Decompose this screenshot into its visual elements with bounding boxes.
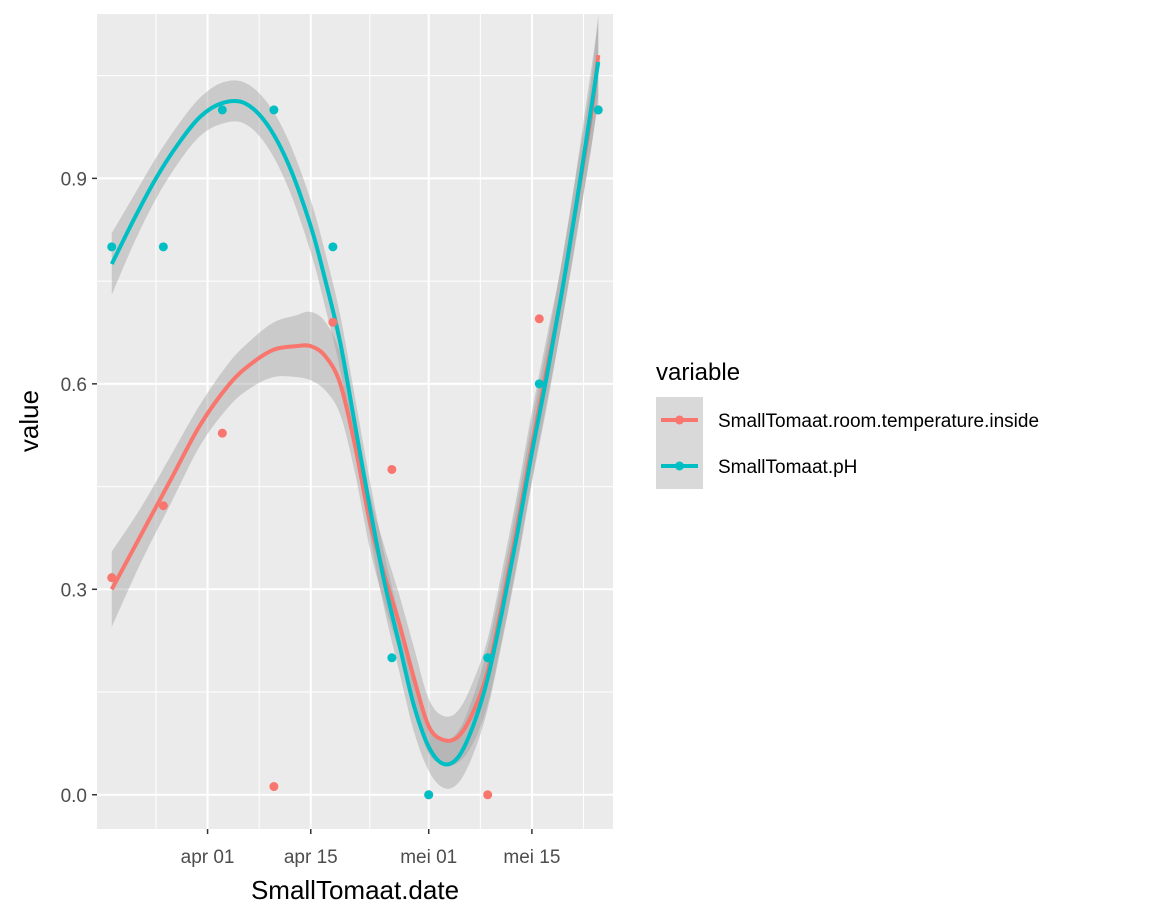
y-tick-label: 0.0 xyxy=(61,786,87,807)
data-point-series-2 xyxy=(387,653,397,663)
y-tick-label: 0.9 xyxy=(61,169,87,190)
data-point-series-2 xyxy=(483,653,493,663)
legend-label: SmallTomaat.room.temperature.inside xyxy=(718,411,1039,432)
x-tick-label: apr 15 xyxy=(284,847,338,868)
data-point-series-1 xyxy=(269,782,279,792)
data-point-series-2 xyxy=(328,242,338,252)
data-point-series-1 xyxy=(107,573,117,583)
data-point-series-1 xyxy=(217,428,227,438)
smooth-line-2 xyxy=(109,61,601,767)
data-point-series-1 xyxy=(483,790,493,800)
data-point-series-2 xyxy=(158,242,168,252)
y-tick-label: 0.6 xyxy=(61,375,87,396)
legend-key-point xyxy=(675,415,684,425)
y-axis-title: value xyxy=(14,390,44,452)
confidence-bands xyxy=(111,14,599,789)
data-point-series-2 xyxy=(269,105,279,115)
x-axis-title: SmallTomaat.date xyxy=(251,875,459,905)
legend-key-point xyxy=(675,461,684,471)
data-point-series-2 xyxy=(217,105,227,115)
data-point-series-1 xyxy=(534,314,544,324)
data-point-series-1 xyxy=(328,317,338,327)
x-tick-label: mei 01 xyxy=(400,847,457,868)
x-tick-label: apr 01 xyxy=(181,847,235,868)
y-tick-label: 0.3 xyxy=(61,580,87,601)
data-point-series-2 xyxy=(593,105,603,115)
data-points xyxy=(107,105,603,800)
legend: variable SmallTomaat.room.temperature.in… xyxy=(656,359,1039,489)
grid-major xyxy=(97,14,613,829)
axes: 0.0 0.3 0.6 0.9 apr 01 apr 15 mei 01 mei 15 xyxy=(61,169,561,868)
x-tick-label: mei 15 xyxy=(503,847,560,868)
data-point-series-2 xyxy=(107,242,117,252)
data-point-series-1 xyxy=(158,501,168,511)
legend-label: SmallTomaat.pH xyxy=(718,457,857,478)
smooth-lines xyxy=(109,54,601,767)
data-point-series-1 xyxy=(387,464,397,474)
confidence-band-2 xyxy=(111,20,599,789)
legend-title: variable xyxy=(656,359,740,386)
data-point-series-2 xyxy=(424,790,434,800)
data-point-series-2 xyxy=(534,379,544,389)
